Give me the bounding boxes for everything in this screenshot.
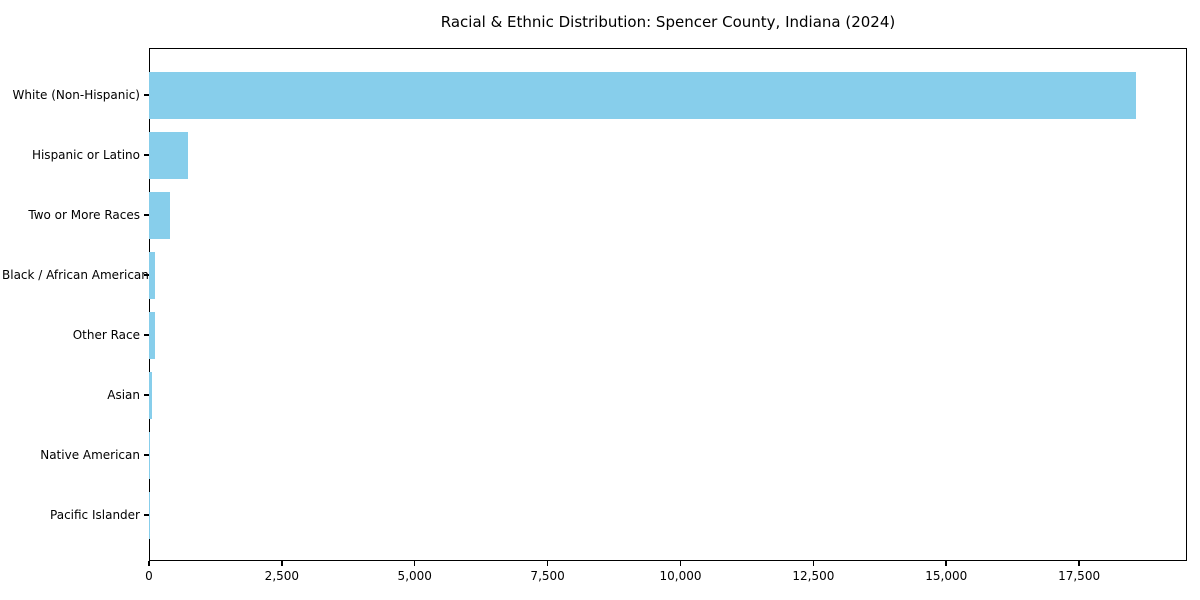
- x-tick-label: 12,500: [792, 569, 835, 583]
- y-tick-label: Native American: [40, 448, 140, 462]
- y-tick-mark: [144, 394, 149, 396]
- bar: [149, 371, 153, 419]
- x-tick-mark: [413, 561, 416, 566]
- y-tick-label: Hispanic or Latino: [31, 148, 140, 162]
- x-tick-label: 17,500: [1058, 569, 1101, 583]
- chart-title: Racial & Ethnic Distribution: Spencer Co…: [440, 13, 896, 31]
- x-tick-mark: [945, 561, 947, 566]
- y-tick-label: Black / African American: [2, 268, 149, 282]
- x-tick-label: 10,000: [659, 569, 702, 583]
- bar: [149, 431, 150, 479]
- y-tick-mark: [144, 274, 149, 276]
- y-tick-label: Other Race: [72, 328, 140, 342]
- x-tick-label: 5,000: [397, 569, 432, 583]
- y-tick-mark: [144, 154, 149, 156]
- bar: [149, 71, 1136, 119]
- x-tick-mark: [812, 561, 815, 566]
- y-tick-mark: [144, 214, 149, 216]
- x-tick-label: 15,000: [925, 569, 968, 583]
- y-tick-mark: [144, 514, 149, 516]
- y-tick-mark: [144, 94, 149, 96]
- y-tick-label: White (Non-Hispanic): [12, 88, 140, 102]
- x-tick-mark: [679, 561, 682, 566]
- x-tick-mark: [148, 561, 150, 566]
- y-tick-label: Pacific Islander: [50, 508, 140, 522]
- bar: [149, 311, 156, 359]
- x-tick-label: 2,500: [264, 569, 300, 583]
- plot-area: [149, 48, 1187, 561]
- x-tick-mark: [546, 561, 549, 566]
- x-tick-label: 0: [145, 569, 153, 583]
- x-tick-label: 7,500: [530, 569, 565, 583]
- y-tick-label: Asian: [107, 388, 140, 402]
- y-tick-label: Two or More Races: [28, 208, 140, 222]
- y-tick-mark: [144, 454, 149, 456]
- x-tick-mark: [1078, 561, 1080, 566]
- bar: [149, 191, 170, 239]
- bar: [149, 251, 156, 299]
- bar: [149, 131, 189, 179]
- x-tick-mark: [281, 561, 283, 566]
- y-tick-mark: [144, 334, 149, 336]
